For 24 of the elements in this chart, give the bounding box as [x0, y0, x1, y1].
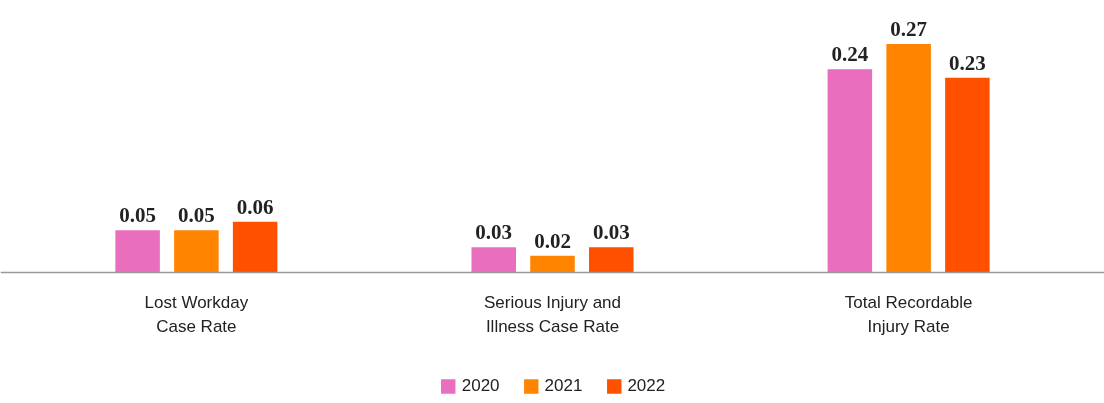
data-label: 0.03 — [592, 220, 630, 245]
data-label: 0.23 — [949, 50, 986, 75]
bar — [530, 255, 575, 273]
legend-label: 2020 — [461, 376, 500, 396]
x-tick-label: Total Recordable Injury Rate — [844, 292, 973, 337]
bar — [115, 230, 160, 273]
x-tick-label: Serious Injury and Illness Case Rate — [483, 292, 622, 337]
data-label: 0.02 — [534, 228, 571, 253]
bar — [827, 69, 873, 273]
bar — [945, 77, 990, 273]
data-label: 0.24 — [831, 42, 869, 67]
bar — [174, 230, 219, 273]
data-label: 0.05 — [119, 203, 156, 228]
data-label: 0.05 — [178, 203, 215, 228]
legend-label: 2022 — [627, 376, 666, 396]
bar — [232, 221, 278, 273]
bar — [589, 247, 634, 273]
data-label: 0.03 — [475, 220, 513, 245]
data-label: 0.06 — [236, 194, 274, 219]
x-tick-label: Lost Workday Case Rate — [144, 292, 249, 337]
bar — [471, 247, 516, 273]
legend-label: 2021 — [544, 376, 583, 396]
bar — [886, 43, 931, 273]
data-label: 0.27 — [890, 16, 927, 41]
